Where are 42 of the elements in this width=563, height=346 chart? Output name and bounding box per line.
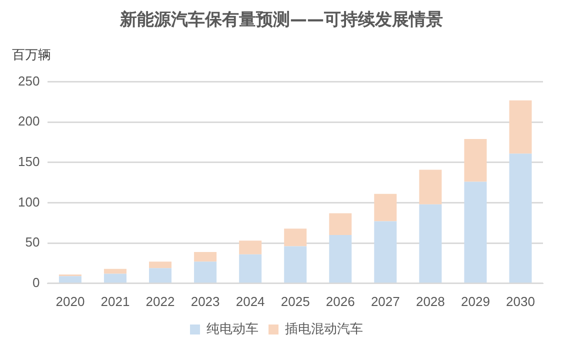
y-tick-label: 0 [32,274,40,290]
bar [509,154,532,283]
x-tick-label: 2028 [416,294,445,309]
bar [194,252,217,262]
bar [464,182,487,283]
bar [149,262,172,268]
x-tick-label: 2030 [506,294,535,309]
bar [58,276,82,283]
bar [374,194,397,222]
x-tick-label: 2024 [236,294,265,309]
y-tick-label: 250 [18,73,40,88]
x-tick-label: 2027 [370,294,400,309]
bar [239,254,262,283]
legend-label: 插电混动汽车 [285,322,363,337]
bar [104,274,126,283]
bar [239,240,262,254]
x-tick-label: 2021 [100,294,130,309]
bar [329,235,352,283]
x-tick-label: 2020 [56,294,85,309]
x-tick-label: 2026 [326,294,355,309]
x-tick-label: 2025 [280,294,310,309]
bar [284,228,307,246]
bar [374,221,397,283]
y-axis-title: 百万辆 [12,47,51,64]
chart-title: 新能源汽车保有量预测——可持续发展情景 [118,9,444,31]
legend-label: 纯电动车 [206,322,258,337]
bar [194,262,217,283]
bar [419,170,442,204]
bar [149,268,172,283]
bar [419,204,442,283]
x-tick-label: 2023 [190,294,220,309]
y-tick-label: 50 [25,234,40,250]
bar [284,246,307,283]
bar [509,100,532,154]
y-tick-label: 150 [18,154,40,170]
y-tick-label: 200 [18,114,40,129]
bar [329,213,352,236]
bar [464,139,487,182]
bar [104,268,126,274]
x-tick-label: 2022 [146,294,175,309]
x-tick-label: 2029 [460,294,490,309]
y-tick-label: 100 [18,194,40,210]
